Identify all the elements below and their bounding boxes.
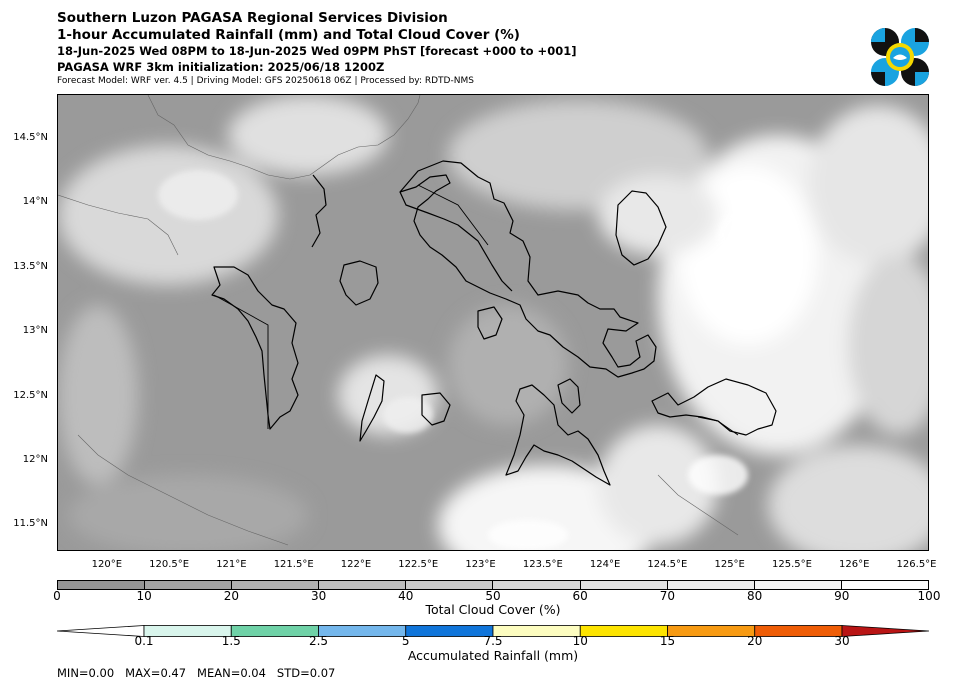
rainfall-tick: 15 bbox=[659, 634, 676, 648]
longitude-label: 121°E bbox=[216, 559, 247, 570]
longitude-label: 120°E bbox=[91, 559, 123, 570]
rainfall-tick: 7.5 bbox=[483, 634, 503, 648]
cloud-cover-tick: 100 bbox=[917, 589, 941, 603]
rainfall-swatch bbox=[667, 625, 756, 637]
weather-map bbox=[57, 94, 929, 551]
latitude-label: 12°N bbox=[22, 453, 48, 465]
rainfall-max-arrow bbox=[841, 625, 929, 637]
bicol-peninsula-coast bbox=[399, 160, 657, 378]
stat-mean: MEAN=0.04 bbox=[197, 666, 266, 680]
longitude-label: 121.5°E bbox=[273, 559, 314, 570]
cloud-cover-swatch bbox=[841, 581, 928, 589]
marinduque-coast bbox=[339, 260, 379, 306]
cloud-detail-layer bbox=[158, 170, 798, 550]
cloud-cover-swatch bbox=[406, 581, 494, 589]
latitude-label: 12.5°N bbox=[13, 389, 48, 401]
longitude-label: 125.5°E bbox=[771, 559, 812, 570]
rainfall-tick: 5 bbox=[401, 634, 410, 648]
latitude-label: 14°N bbox=[22, 196, 48, 208]
cloud-cover-swatch bbox=[580, 581, 668, 589]
rainfall-swatch bbox=[143, 625, 232, 637]
longitude-label: 122°E bbox=[340, 559, 372, 570]
cloud-cover-swatch bbox=[493, 581, 581, 589]
luzon-coast-north bbox=[399, 191, 513, 292]
valid-time: 18-Jun-2025 Wed 08PM to 18-Jun-2025 Wed … bbox=[57, 44, 577, 58]
stat-min: MIN=0.00 bbox=[57, 666, 115, 680]
longitude-label: 123.5°E bbox=[522, 559, 563, 570]
rainfall-swatch bbox=[579, 625, 668, 637]
burias-coast bbox=[477, 306, 503, 340]
ticao-coast bbox=[557, 378, 581, 414]
cloud-cover-layer bbox=[58, 95, 928, 550]
rainfall-swatch bbox=[230, 625, 319, 637]
longitude-label: 124.5°E bbox=[647, 559, 688, 570]
cloud-cover-tick: 20 bbox=[223, 589, 240, 603]
stat-max: MAX=0.47 bbox=[125, 666, 187, 680]
model-info: Forecast Model: WRF ver. 4.5 | Driving M… bbox=[57, 76, 474, 86]
product-title: 1-hour Accumulated Rainfall (mm) and Tot… bbox=[57, 27, 520, 43]
cloud-cover-legend-title: Total Cloud Cover (%) bbox=[425, 602, 561, 617]
latitude-label: 13°N bbox=[22, 325, 48, 337]
cloud-cover-tick: 10 bbox=[136, 589, 152, 603]
luzon-west-coast bbox=[311, 174, 327, 248]
rainfall-tick: 20 bbox=[747, 634, 763, 648]
rainfall-tick: 0.1 bbox=[134, 634, 154, 648]
mainland-outline bbox=[58, 95, 739, 546]
rainfall-min-arrow bbox=[57, 625, 145, 637]
cloud-cover-swatch bbox=[319, 581, 407, 589]
cloud-cover-swatch bbox=[145, 581, 233, 589]
rainfall-tick: 10 bbox=[572, 634, 588, 648]
latitude-label: 11.5°N bbox=[13, 518, 48, 530]
mindoro-coast bbox=[211, 266, 299, 430]
longitude-label: 123°E bbox=[465, 559, 496, 570]
coastline-layer bbox=[211, 160, 777, 486]
cloud-cover-tick: 30 bbox=[310, 589, 327, 603]
rainfall-tick: 30 bbox=[834, 634, 850, 648]
latitude-label: 14.5°N bbox=[13, 132, 48, 144]
rainfall-swatch bbox=[492, 625, 581, 637]
sibuyan-coast bbox=[421, 392, 451, 426]
longitude-label: 125°E bbox=[714, 559, 745, 570]
longitude-label: 126°E bbox=[839, 559, 870, 570]
rainfall-swatch bbox=[318, 625, 407, 637]
cloud-cover-tick: 50 bbox=[485, 589, 501, 603]
samar-coast bbox=[651, 378, 777, 436]
cloud-cover-swatch bbox=[232, 581, 320, 589]
rainfall-legend-title: Accumulated Rainfall (mm) bbox=[407, 648, 579, 663]
init-time: PAGASA WRF 3km initialization: 2025/06/1… bbox=[57, 60, 385, 74]
rainfall-tick: 1.5 bbox=[221, 634, 241, 648]
cloud-cover-swatch bbox=[58, 581, 146, 589]
longitude-label: 120.5°E bbox=[149, 559, 190, 570]
cloud-cover-swatch bbox=[667, 581, 755, 589]
rainfall-tick: 2.5 bbox=[308, 634, 329, 648]
catanduanes-coast bbox=[615, 190, 667, 266]
cloud-cover-tick: 70 bbox=[659, 589, 676, 603]
rainfall-swatch bbox=[405, 625, 494, 637]
cloud-cover-swatch bbox=[754, 581, 842, 589]
cloud-cover-tick: 40 bbox=[398, 589, 414, 603]
masbate-coast bbox=[505, 384, 611, 486]
cloud-cover-colorbar bbox=[57, 580, 929, 590]
rainfall-colorbar bbox=[57, 625, 929, 637]
rainfall-swatch bbox=[754, 625, 843, 637]
province-boundaries bbox=[213, 184, 739, 436]
latitude-label: 13.5°N bbox=[13, 260, 48, 272]
romblon-tablas-coast bbox=[359, 374, 385, 442]
pagasa-logo-icon bbox=[871, 28, 929, 86]
main-title: Southern Luzon PAGASA Regional Services … bbox=[57, 10, 448, 26]
stat-std: STD=0.07 bbox=[276, 666, 336, 680]
statistics-line: MIN=0.00 MAX=0.47 MEAN=0.04 STD=0.07 bbox=[57, 666, 335, 680]
longitude-label: 126.5°E bbox=[896, 559, 937, 570]
longitude-label: 122.5°E bbox=[398, 559, 439, 570]
cloud-cover-tick: 0 bbox=[53, 589, 61, 603]
cloud-cover-tick: 90 bbox=[834, 589, 850, 603]
cloud-cover-tick: 80 bbox=[746, 589, 763, 603]
longitude-label: 124°E bbox=[589, 559, 621, 570]
cloud-cover-tick: 60 bbox=[572, 589, 588, 603]
